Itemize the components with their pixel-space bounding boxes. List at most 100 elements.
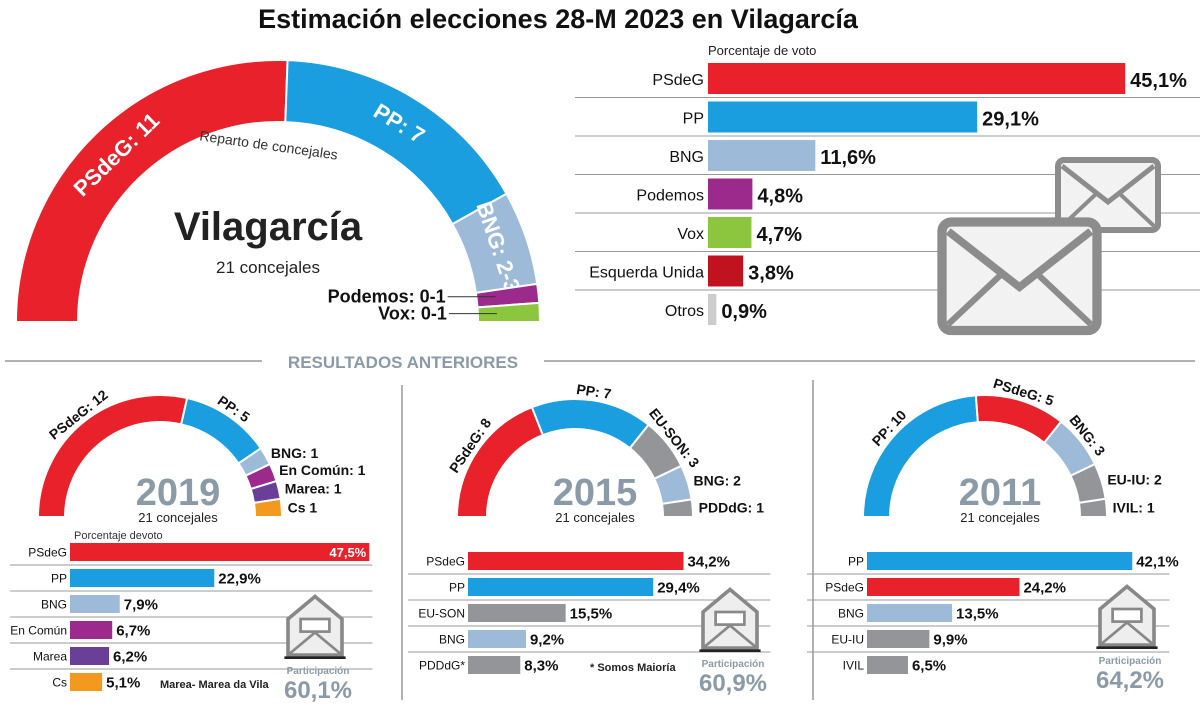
seat-segment [455,405,545,518]
bar-value-label: 13,5% [956,605,999,622]
bar [708,255,744,287]
bar [70,569,215,587]
bar-value-label: 5,1% [106,674,140,691]
bar-category-label: EU-SON [418,607,465,621]
bar-value-label: 6,7% [116,622,150,639]
seat-label: BNG: 1 [271,445,319,461]
seats-total: 21 concejales [555,510,635,525]
bar-value-label: 3,8% [748,263,794,285]
bar-category-label: BNG [439,633,465,647]
bar [468,630,526,648]
bar-category-label: IVIL [843,659,865,673]
seat-segment [1077,497,1109,518]
envelope-icon [1096,584,1158,650]
seat-label: IVIL: 1 [1113,499,1155,515]
bar-value-label: 4,7% [756,224,802,246]
participation-label: Participación [287,666,350,677]
bar-category-label: BNG [41,598,67,612]
bar [70,595,120,613]
seats-total: 21 concejales [960,510,1040,525]
bar-category-label: Cs [52,676,67,690]
seat-label: Marea: 1 [285,481,342,497]
seat-label: Podemos: 0-1 [328,287,446,307]
bar-category-label: PSdeG [28,546,67,560]
bar-value-label: 9,2% [530,631,564,648]
bar-value-label: 24,2% [1023,579,1066,596]
year-label: 2019 [136,472,221,514]
bar-value-label: 7,9% [124,596,158,613]
seat-label: PDDdG: 1 [699,500,765,516]
bar-category-label: PSdeG [426,555,465,569]
participation-label: Participación [702,659,765,670]
bar-value-label: 34,2% [687,553,730,570]
seat-label: Cs 1 [288,499,318,515]
bar-value-label: 4,8% [757,186,803,208]
seats-total: 21 concejales [216,258,320,277]
bar-value-label: 6,5% [912,657,946,674]
seat-segment [530,398,650,450]
section-label: RESULTADOS ANTERIORES [288,353,518,372]
bar-value-label: 22,9% [218,570,261,587]
seats-total: 21 concejales [138,510,218,525]
bar [70,673,103,691]
bar-category-label: PSdeG [652,72,704,89]
bar [468,604,566,622]
participation-value: 60,1% [284,677,352,704]
bar-category-label: BNG [838,607,864,621]
bar [708,178,753,210]
bar [70,621,113,639]
bar-value-label: 29,1% [982,109,1039,131]
footnote: Marea- Marea da Vila [160,679,270,691]
participation-value: 60,9% [699,670,767,697]
seat-label: Vox: 0-1 [378,304,447,324]
seat-segment [252,497,284,518]
seat-label: PP: 7 [575,381,612,402]
seat-segment [660,498,695,518]
bars-title: Porcentaje de voto [708,43,816,58]
bar-value-label: 45,1% [1130,70,1187,92]
bar-value-label: 0,9% [721,301,767,323]
bar [867,552,1133,570]
bar-category-label: Marea [33,650,67,664]
footnote: * Somos Maioría [590,662,676,674]
seat-segment [476,301,542,323]
bar-value-label: 47,5% [329,545,366,560]
municipality-name: Vilagarcía [174,205,363,249]
bar-category-label: PSdeG [825,581,864,595]
bar [708,217,752,248]
bar-category-label: Esquerda Unida [589,265,704,282]
bar [70,647,110,665]
bar-value-label: 11,6% [820,147,876,169]
seat-label: EU-IU: 2 [1107,471,1162,487]
bar [468,656,521,674]
bar-value-label: 42,1% [1136,553,1179,570]
bar-category-label: Podemos [636,188,704,205]
bar-category-label: BNG [669,149,704,166]
bar-category-label: Vox [677,226,704,243]
bar [867,630,930,648]
bar-category-label: En Común [10,624,67,638]
bar [708,140,816,171]
bar [867,604,953,622]
envelope-icon [284,594,346,660]
seat-label: En Común: 1 [279,462,366,478]
bar-value-label: 8,3% [524,657,558,674]
bar [708,101,978,133]
envelope-icon [937,217,1102,336]
bar [468,578,654,596]
bar-category-label: PP [449,581,465,595]
bar-value-label: 6,2% [113,648,147,665]
bar-value-label: 29,4% [657,579,700,596]
main-title: Estimación elecciones 28-M 2023 en Vilag… [258,4,859,34]
envelope-icons [937,157,1161,336]
bar [70,543,370,561]
bar-value-label: 15,5% [570,605,613,622]
year-label: 2015 [553,472,638,514]
seat-segment [284,59,508,226]
bar-category-label: PP [848,555,864,569]
bar-category-label: EU-IU [831,633,864,647]
